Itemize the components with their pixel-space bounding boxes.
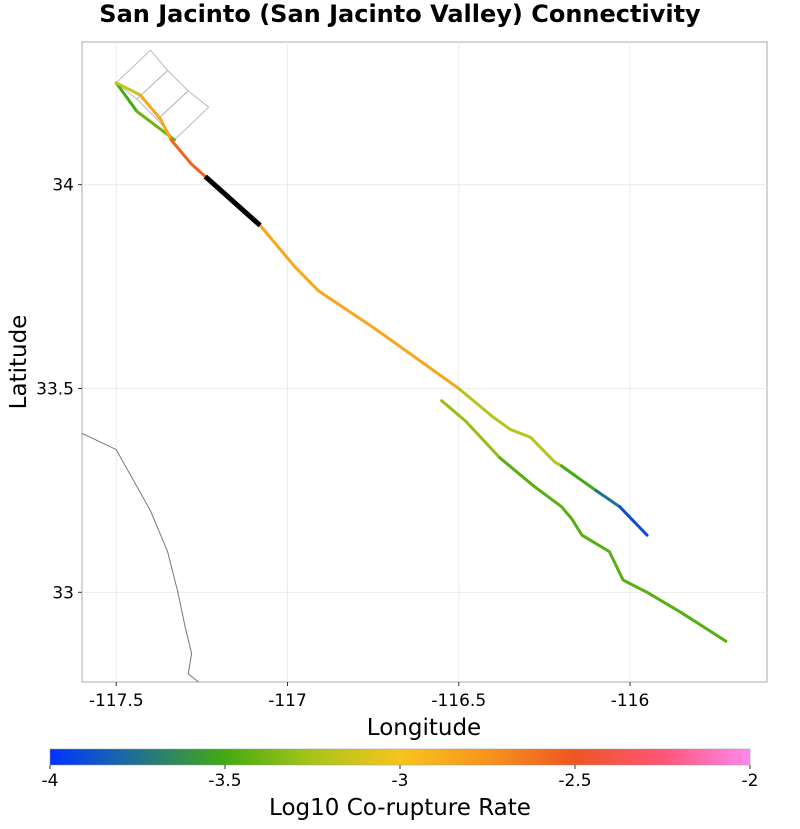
fault-section — [457, 387, 563, 468]
colorbar-tick-label: -2 — [742, 771, 759, 791]
colorbar-label: Log10 Co-rupture Rate — [269, 795, 531, 821]
fault-section — [618, 505, 649, 537]
fault-section — [594, 488, 622, 509]
target-section — [203, 174, 262, 228]
grid — [82, 42, 767, 682]
colorbar — [49, 748, 751, 766]
y-tick-label: 34 — [52, 176, 74, 196]
fault-section — [169, 138, 207, 178]
x-axis-label: Longitude — [367, 715, 481, 741]
colorbar-tick-label: -2.5 — [558, 771, 591, 791]
coastline — [82, 432, 199, 682]
colorbar-tick-label: -3 — [392, 771, 409, 791]
y-axis-label: Latitude — [6, 315, 32, 410]
plot-background — [81, 41, 768, 683]
x-tick-label: -117 — [268, 691, 307, 711]
plot-area — [82, 49, 728, 682]
fault-section — [258, 223, 461, 390]
fault-section — [440, 399, 502, 460]
fault-section — [114, 81, 142, 97]
x-tick-label: -117.5 — [89, 691, 144, 711]
y-tick-label: 33 — [52, 583, 74, 603]
fault-section — [498, 456, 728, 643]
colorbar-ticks: -4 -3.5 -3 -2.5 -2 — [42, 765, 759, 791]
y-axis: 34 33.5 33 — [36, 176, 82, 603]
chart-title: San Jacinto (San Jacinto Valley) Connect… — [99, 0, 701, 28]
y-tick-label: 33.5 — [36, 379, 74, 399]
colorbar-tick-label: -4 — [42, 771, 59, 791]
colorbar-tick-label: -3.5 — [208, 771, 241, 791]
x-tick-label: -116.5 — [431, 691, 486, 711]
x-tick-label: -116 — [611, 691, 650, 711]
fault-section — [138, 93, 173, 142]
fault-section — [560, 464, 598, 492]
x-axis: -117.5 -117 -116.5 -116 — [89, 682, 649, 711]
fault-section — [114, 81, 139, 113]
